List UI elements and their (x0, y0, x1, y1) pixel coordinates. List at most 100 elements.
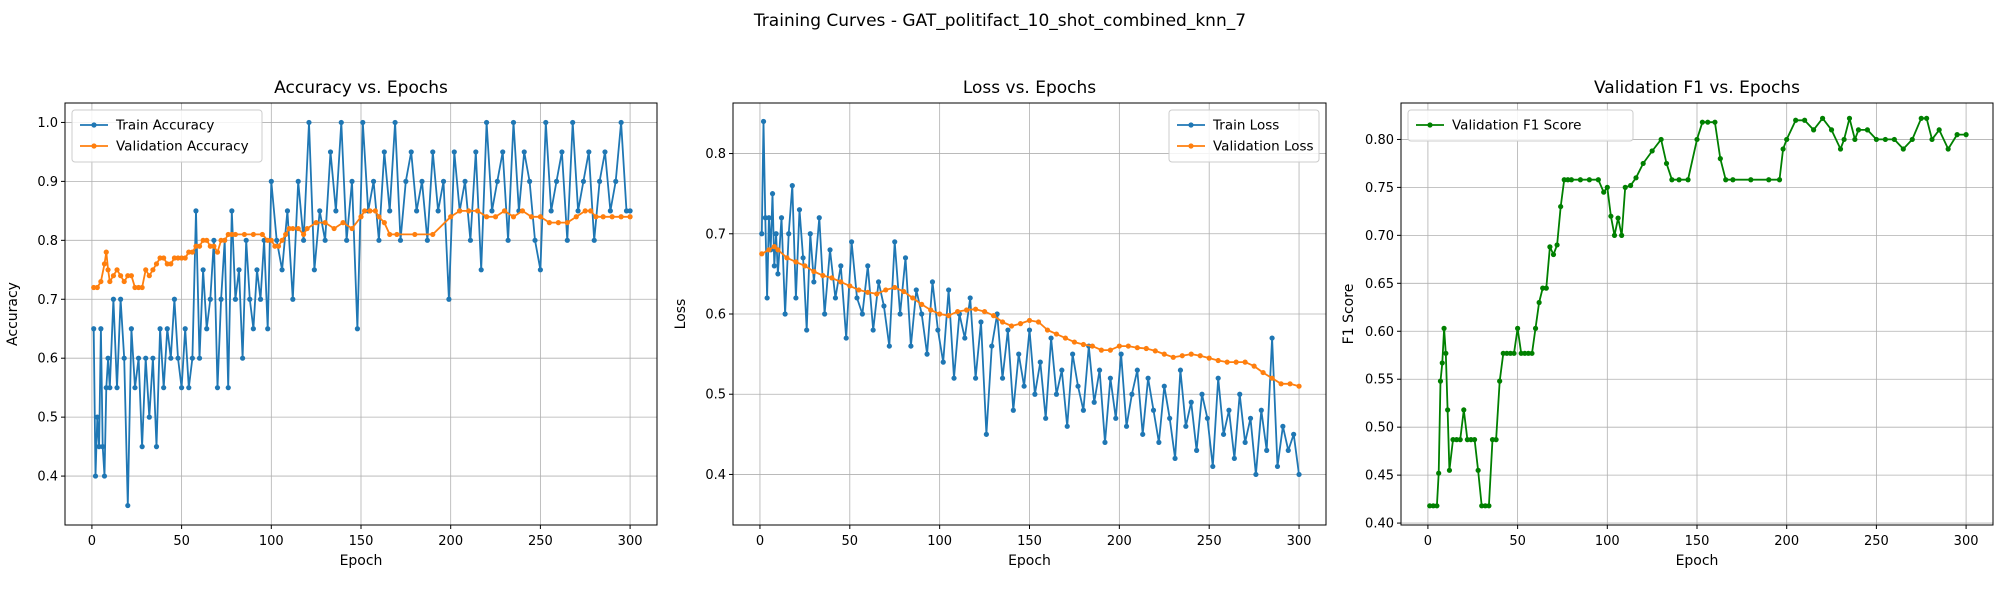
validation-f1-score-point (1457, 437, 1463, 443)
validation-accuracy-point (510, 214, 517, 220)
validation-loss-point (784, 255, 790, 261)
x-tick-label: 200 (438, 534, 463, 549)
train-accuracy-point (243, 237, 249, 243)
train-accuracy-legend-label: Train Accuracy (115, 118, 214, 134)
validation-accuracy-point (448, 214, 454, 220)
y-tick-label: 0.7 (705, 227, 726, 242)
validation-loss-point (1242, 359, 1248, 365)
train-accuracy-point (527, 178, 533, 184)
train-accuracy-point (440, 178, 447, 184)
train-loss-point (940, 359, 946, 365)
y-tick-label: 0.60 (1365, 325, 1394, 340)
train-loss-point (924, 351, 930, 357)
validation-accuracy-point (250, 231, 256, 238)
validation-loss-point (1107, 347, 1113, 353)
train-accuracy-point (179, 385, 185, 391)
train-accuracy-point (250, 326, 256, 332)
validation-loss-point (1008, 323, 1015, 329)
y-tick-label: 0.65 (1365, 277, 1394, 292)
validation-loss-point (937, 311, 943, 317)
train-accuracy-point (381, 149, 387, 155)
validation-loss-point (901, 288, 907, 295)
train-accuracy-point (232, 296, 239, 302)
validation-accuracy-point (466, 208, 472, 214)
validation-loss-point (1116, 343, 1122, 349)
validation-f1-score-point (1430, 503, 1436, 509)
validation-f1-score-point (1475, 467, 1481, 473)
train-loss-point (951, 375, 957, 381)
x-tick-label: 300 (618, 534, 643, 549)
validation-loss-point (1161, 351, 1167, 357)
train-accuracy-point (164, 326, 170, 332)
validation-accuracy-legend-label: Validation Accuracy (116, 139, 249, 155)
train-accuracy-point (370, 178, 377, 184)
train-loss-point (838, 263, 844, 269)
train-accuracy-point (494, 178, 500, 184)
train-loss-point (1048, 335, 1054, 341)
train-loss-point (1064, 423, 1070, 429)
x-tick-label: 250 (1864, 534, 1889, 549)
validation-loss-point (793, 259, 799, 265)
validation-f1-score-point (1493, 437, 1499, 443)
train-accuracy-point (91, 326, 97, 332)
validation-accuracy-point (331, 225, 337, 232)
accuracy-panel: 0 50 100 150 200 250 300 0.4 0.5 0.6 0.7 0.8 0.9 1.0 A… (5, 78, 658, 569)
validation-f1-score-point (1963, 132, 1969, 138)
validation-accuracy-point (222, 237, 228, 243)
train-loss-point (1118, 351, 1124, 357)
train-loss-point (1059, 367, 1065, 373)
validation-accuracy-point (101, 261, 108, 267)
train-loss-point (999, 375, 1006, 381)
train-loss-point (800, 255, 806, 261)
train-accuracy-point (322, 237, 328, 243)
validation-loss-point (771, 244, 777, 250)
x-tick-label: 300 (1954, 534, 1979, 549)
train-loss-point (913, 287, 919, 293)
validation-accuracy-point (207, 243, 213, 249)
train-loss-point (789, 183, 795, 189)
train-accuracy-point (349, 178, 355, 184)
train-accuracy-point (424, 237, 430, 243)
panel-title: Loss vs. Epochs (963, 78, 1096, 98)
y-tick-label: 0.5 (37, 411, 58, 426)
train-loss-point (1188, 399, 1194, 405)
train-loss-point (929, 279, 936, 285)
validation-f1-score-point (1461, 407, 1467, 413)
validation-f1-score-point (1446, 467, 1453, 473)
validation-loss-point (847, 283, 853, 289)
validation-f1-score-point (1479, 503, 1485, 509)
validation-accuracy-point (164, 261, 170, 267)
train-loss-point (843, 335, 849, 341)
validation-f1-score-point (1486, 503, 1492, 509)
validation-accuracy-point (135, 284, 142, 291)
validation-loss-point (1206, 355, 1212, 361)
train-loss-point (804, 327, 810, 333)
validation-loss-point (910, 295, 916, 301)
train-loss-point (1107, 375, 1113, 381)
validation-f1-score-point (1468, 437, 1474, 443)
validation-f1-score-point (1436, 470, 1442, 476)
validation-f1-score-point (1558, 203, 1564, 210)
train-accuracy-point (135, 355, 142, 361)
train-loss-point (1264, 447, 1270, 453)
validation-loss-point (1035, 319, 1042, 325)
validation-accuracy-point (588, 208, 594, 214)
x-tick-label: 250 (528, 534, 553, 549)
validation-loss-point (883, 287, 889, 293)
train-loss-point (816, 215, 822, 221)
train-accuracy-point (430, 149, 436, 155)
validation-accuracy-point (225, 231, 231, 238)
train-accuracy-point (483, 119, 490, 126)
train-accuracy-point (564, 237, 570, 243)
train-loss-point (1156, 439, 1162, 445)
validation-accuracy-point (186, 249, 192, 255)
validation-loss-point (829, 275, 835, 281)
train-loss-point (1183, 423, 1189, 429)
validation-accuracy-point (394, 231, 400, 238)
validation-accuracy-point (627, 214, 633, 220)
train-loss-point (1172, 455, 1178, 462)
validation-f1-score-point (1780, 146, 1786, 152)
validation-loss-point (1170, 354, 1176, 360)
validation-f1-score-point (1427, 503, 1433, 509)
train-accuracy-point (489, 208, 495, 214)
